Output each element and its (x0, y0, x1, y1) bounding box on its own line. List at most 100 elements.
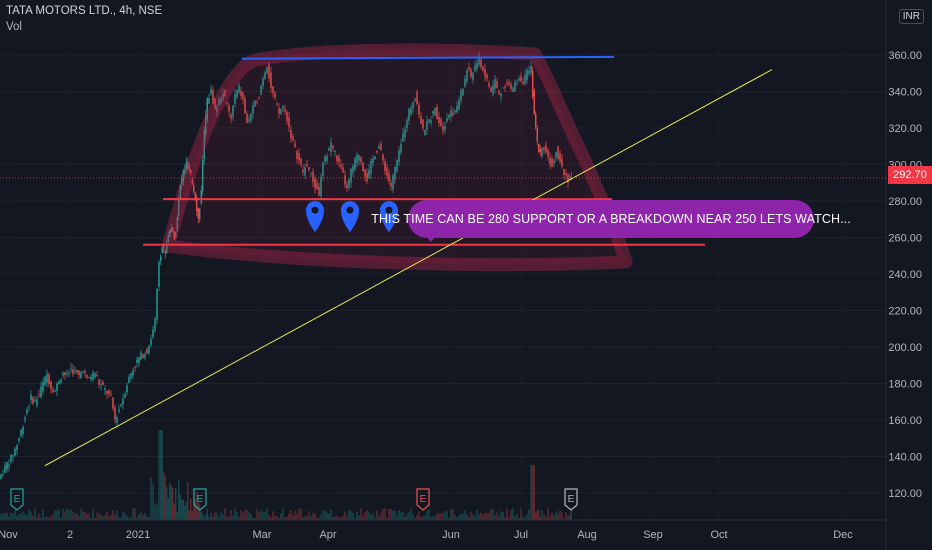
volume-bar (354, 517, 356, 520)
volume-bar (184, 505, 186, 520)
candle-body (167, 234, 169, 243)
volume-bar (318, 517, 320, 520)
volume-bar (424, 516, 426, 520)
candle-body (244, 98, 246, 114)
candle-body (176, 217, 178, 232)
candle-body (290, 130, 292, 139)
candle-body (350, 168, 352, 183)
volume-bar (22, 511, 24, 520)
volume-bar (276, 516, 278, 520)
y-tick-label: 280.00 (888, 196, 922, 208)
volume-bar (420, 517, 422, 520)
candle-body (312, 171, 314, 182)
candle-body (482, 66, 484, 71)
volume-bar (88, 513, 90, 520)
volume-bar (520, 508, 522, 520)
candle-body (436, 106, 438, 119)
volume-bar (236, 512, 238, 520)
volume-bar (316, 517, 318, 520)
volume-bar (30, 511, 32, 520)
candle-body (376, 150, 378, 153)
volume-bar (92, 508, 94, 520)
volume-bar (458, 515, 460, 520)
volume-bar (234, 508, 236, 520)
volume-bar (210, 512, 212, 520)
volume-bar (206, 508, 208, 520)
candle-body (203, 130, 205, 160)
candle-body (398, 150, 400, 163)
volume-bar (286, 516, 288, 520)
candle-body (172, 227, 174, 232)
annotation-callout[interactable]: THIS TIME CAN BE 280 SUPPORT OR A BREAKD… (371, 200, 851, 238)
candle-body (190, 169, 192, 174)
volume-bar (364, 512, 366, 520)
volume-bar (70, 509, 72, 520)
candle-body (216, 106, 218, 113)
candle-body (549, 157, 551, 164)
candle-body (191, 179, 193, 184)
candle-body (136, 359, 138, 363)
volume-bar (512, 508, 514, 520)
volume-bar (238, 516, 240, 520)
volume-bar (274, 515, 276, 520)
candle-body (360, 157, 362, 163)
volume-bar (64, 511, 66, 520)
candle-body (300, 158, 302, 165)
volume-bar (160, 430, 162, 520)
candle-body (240, 90, 242, 96)
volume-bar (218, 516, 220, 520)
volume-bar (486, 513, 488, 520)
volume-bar (94, 517, 96, 520)
candle-body (276, 103, 278, 105)
currency-badge[interactable]: INR (898, 9, 924, 24)
location-pins (306, 201, 398, 233)
volume-bar (44, 517, 46, 520)
volume-bar (264, 511, 266, 520)
candle-body (260, 86, 262, 95)
volume-bar (448, 517, 450, 520)
candle-body (22, 426, 24, 434)
volume-bar (456, 517, 458, 520)
candle-body (32, 397, 34, 404)
candle-body (565, 172, 567, 176)
candle-body (414, 98, 416, 102)
volume-bar (532, 465, 534, 520)
candle-body (352, 166, 354, 173)
volume-bar (26, 515, 28, 520)
candle-body (28, 406, 30, 408)
volume-bar (250, 513, 252, 520)
symbol-title[interactable]: TATA MOTORS LTD., 4h, NSE (6, 5, 163, 17)
volume-bar (328, 513, 330, 520)
volume-bar (468, 516, 470, 520)
candle-body (533, 90, 535, 115)
volume-bar (203, 517, 205, 520)
y-tick-label: 240.00 (888, 269, 922, 281)
volume-bar (565, 512, 567, 520)
candle-body (418, 104, 420, 115)
candle-body (518, 78, 520, 81)
volume-bar (450, 509, 452, 520)
candle-body (516, 83, 518, 85)
candle-body (322, 162, 324, 177)
volume-bar (340, 517, 342, 520)
volume-bar (140, 511, 142, 520)
volume-bar (398, 510, 400, 520)
volume-bar (410, 508, 412, 520)
volume-bar (539, 516, 541, 520)
volume-bar (516, 513, 518, 520)
candle-body (132, 370, 134, 376)
candle-body (528, 70, 530, 74)
volume-indicator-label[interactable]: Vol (6, 21, 22, 33)
volume-bar (56, 510, 58, 520)
volume-bar (190, 498, 192, 520)
volume-bar (406, 513, 408, 520)
volume-bar (530, 465, 532, 520)
volume-bar (438, 513, 440, 520)
candle-body (30, 394, 32, 401)
volume-bar (166, 487, 168, 520)
volume-bar (8, 516, 10, 520)
volume-bar (418, 511, 420, 520)
candle-body (222, 93, 224, 100)
candle-body (400, 143, 402, 153)
